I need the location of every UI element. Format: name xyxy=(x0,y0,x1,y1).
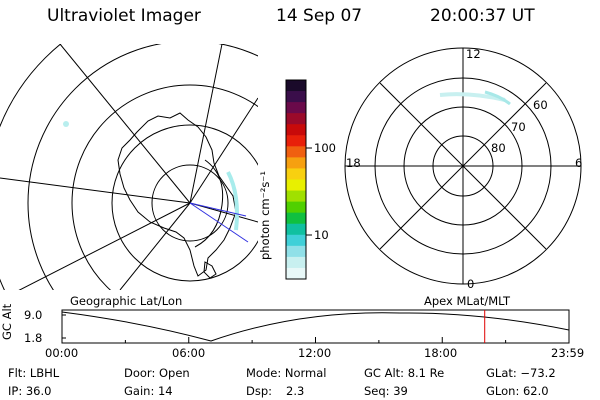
altitude-tick-max: 9.0 xyxy=(24,308,43,322)
geographic-map xyxy=(0,44,258,290)
time-tick-0: 00:00 xyxy=(45,346,79,360)
colorbar-band xyxy=(286,113,306,125)
instrument-title: Ultraviolet Imager xyxy=(47,6,201,26)
mode-status: Mode: Normal xyxy=(246,366,327,380)
geographic-projection-label: Geographic Lat/Lon xyxy=(70,294,183,308)
antarctica-outline xyxy=(117,112,237,277)
colorbar-band xyxy=(286,168,306,181)
time-tick-4: 23:59 xyxy=(551,346,585,360)
mlt-label-18: 18 xyxy=(346,156,361,170)
altitude-axis-label: GC Alt xyxy=(0,303,14,340)
colorbar-frame xyxy=(285,79,307,280)
mlt-label-0: 0 xyxy=(467,277,475,291)
lat-label-70: 70 xyxy=(511,120,526,134)
colorbar xyxy=(286,80,306,280)
apex-polar-plot xyxy=(344,47,582,285)
time-tick-3: 18:00 xyxy=(424,346,458,360)
colorbar-band xyxy=(286,256,306,269)
seq-status: Seq: 39 xyxy=(364,384,408,398)
lat-label-80: 80 xyxy=(491,141,506,155)
colorbar-band xyxy=(286,245,306,258)
colorbar-band xyxy=(286,190,306,203)
colorbar-band xyxy=(286,267,306,280)
colorbar-band xyxy=(286,102,306,114)
colorbar-band xyxy=(286,234,306,247)
colorbar-band xyxy=(286,179,306,192)
time-tick-1: 06:00 xyxy=(172,346,206,360)
colorbar-band xyxy=(286,135,306,147)
mlt-label-6: 6 xyxy=(575,156,583,170)
observation-date: 14 Sep 07 xyxy=(276,6,363,26)
glon-status: GLon: 62.0 xyxy=(486,384,549,398)
colorbar-band xyxy=(286,146,306,158)
dsp-value: 2.3 xyxy=(286,384,305,398)
colorbar-band xyxy=(286,80,306,92)
colorbar-band xyxy=(286,124,306,136)
colorbar-band xyxy=(286,212,306,225)
filter-status: Flt: LBHL xyxy=(8,366,60,380)
altitude-tick-min: 1.8 xyxy=(24,331,43,345)
colorbar-unit-label: photon cm⁻²s⁻¹ xyxy=(258,171,272,260)
colorbar-band xyxy=(286,223,306,236)
mlt-label-12: 12 xyxy=(466,47,481,61)
glat-status: GLat: −73.2 xyxy=(486,366,556,380)
colorbar-label-10: 10 xyxy=(314,228,329,242)
door-status: Door: Open xyxy=(124,366,190,380)
colorbar-band xyxy=(286,201,306,214)
ip-status: IP: 36.0 xyxy=(8,384,52,398)
apex-emission-patches xyxy=(439,90,511,106)
altitude-curve xyxy=(61,311,570,342)
apex-projection-label: Apex MLat/MLT xyxy=(424,294,511,308)
colorbar-label-100: 100 xyxy=(314,141,336,155)
altitude-x-ticks xyxy=(61,337,570,343)
observation-time: 20:00:37 UT xyxy=(430,6,535,26)
colorbar-band xyxy=(286,157,306,170)
gain-status: Gain: 14 xyxy=(124,384,173,398)
dsp-label: Dsp: xyxy=(246,384,273,398)
gc-alt-status: GC Alt: 8.1 Re xyxy=(364,366,445,380)
colorbar-band xyxy=(286,91,306,103)
lat-label-60: 60 xyxy=(533,98,548,112)
time-tick-2: 12:00 xyxy=(298,346,332,360)
